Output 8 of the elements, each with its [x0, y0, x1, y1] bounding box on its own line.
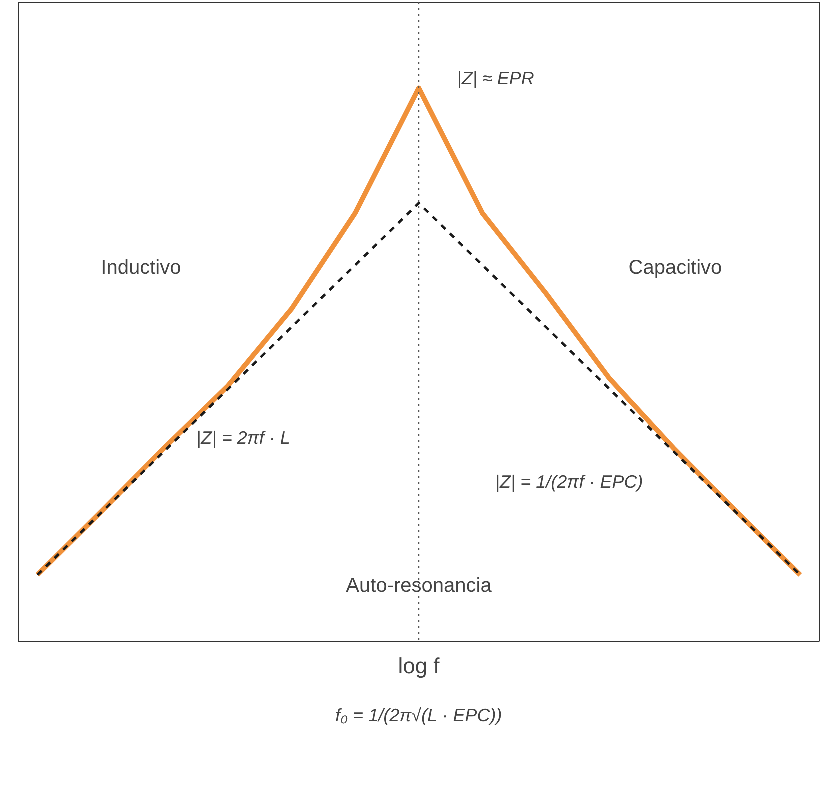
x-axis-title: log f [398, 654, 441, 678]
annotation: |Z| ≈ EPR [457, 68, 534, 88]
annotation: Auto-resonancia [346, 575, 493, 598]
annotation: Capacitivo [628, 257, 722, 280]
annotation: Inductivo [101, 257, 182, 280]
annotation: |Z| = 2πf · L [196, 428, 290, 448]
text: f₀ = 1/(2π√(L · EPC)) [335, 706, 502, 726]
annotation: |Z| = 1/(2πf · EPC) [495, 472, 644, 492]
